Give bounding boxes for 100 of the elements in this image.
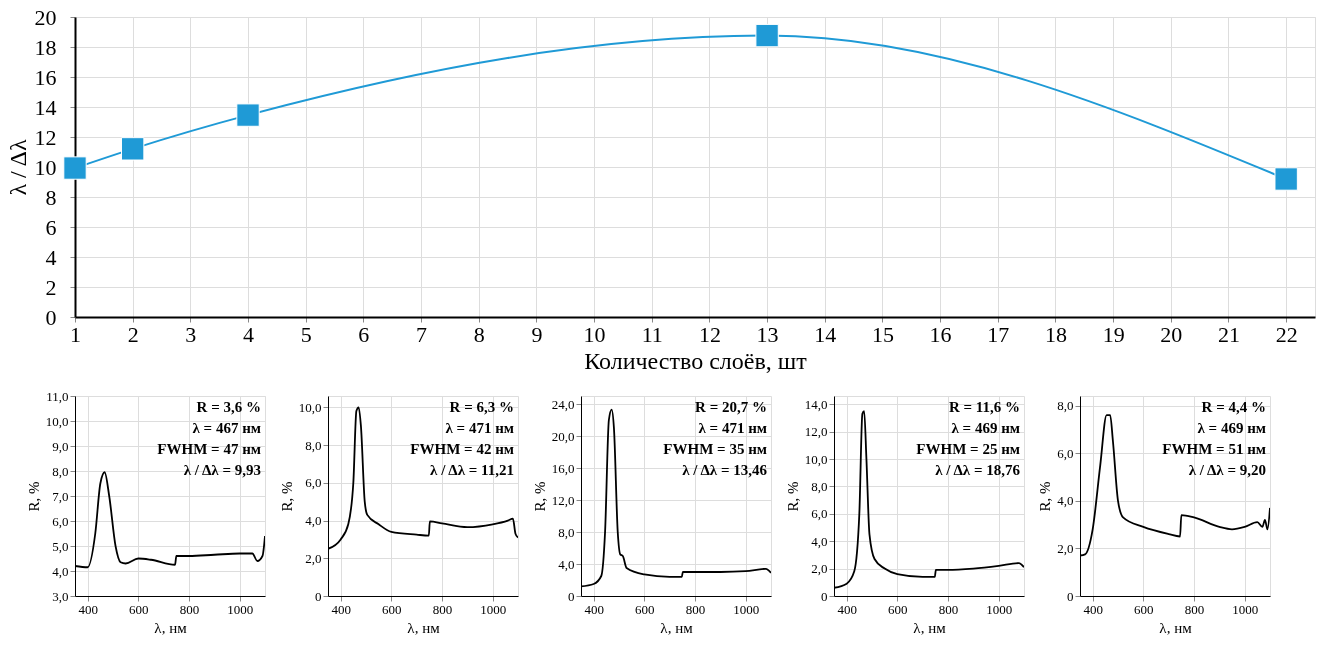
x-tick-label: 12: [698, 321, 721, 347]
y-tick-label: 11,0: [46, 388, 69, 404]
x-tick-label: 15: [871, 321, 894, 347]
annotation: R = 3,6 %: [196, 399, 261, 415]
y-tick-label: 6,0: [811, 506, 828, 522]
point: [63, 156, 87, 180]
x-tick-label: 6: [358, 321, 370, 347]
y-tick-label: 6,0: [52, 513, 69, 529]
annotation: λ / Δλ = 9,93: [183, 462, 261, 478]
x-axis-title: λ, нм: [1159, 619, 1193, 636]
x-tick-label: 1000: [986, 601, 1013, 617]
y-tick-label: 24,0: [551, 396, 575, 412]
y-tick-label: 8,0: [1057, 398, 1074, 414]
y-tick-label: 4,0: [811, 533, 828, 549]
point: [1274, 167, 1298, 191]
y-tick-label: 18: [34, 34, 57, 60]
y-tick-label: 8,0: [52, 463, 69, 479]
x-tick-label: 13: [756, 321, 779, 347]
annotation: λ / Δλ = 11,21: [430, 462, 514, 478]
point: [755, 23, 779, 48]
x-tick-label: 1000: [1232, 601, 1259, 617]
x-tick-label: 600: [888, 601, 908, 617]
y-tick-label: 2,0: [1057, 540, 1074, 556]
y-tick-label: 16,0: [551, 460, 575, 476]
y-tick-label: 6,0: [305, 475, 322, 491]
annotation: λ = 471 нм: [698, 420, 767, 436]
y-tick-label: 20,0: [551, 428, 575, 444]
annotation: R = 4,4 %: [1201, 399, 1266, 415]
x-tick-label: 600: [1134, 601, 1154, 617]
y-tick-label: 7,0: [52, 488, 69, 504]
x-tick-label: 22: [1275, 321, 1298, 347]
annotation: λ = 467 нм: [192, 420, 261, 436]
x-tick-label: 7: [416, 321, 428, 347]
y-tick-label: 10,0: [804, 451, 828, 467]
y-axis-title: R, %: [1037, 481, 1054, 512]
x-tick-label: 1000: [227, 601, 254, 617]
annotation: FWHM = 35 нм: [663, 441, 767, 457]
annotation: λ = 469 нм: [951, 420, 1020, 436]
x-axis-title: λ, нм: [154, 619, 188, 636]
x-tick-label: 20: [1160, 321, 1183, 347]
annotation: R = 11,6 %: [948, 399, 1020, 415]
y-tick-label: 10,0: [45, 413, 69, 429]
x-tick-label: 400: [1083, 601, 1103, 617]
x-tick-label: 17: [987, 321, 1010, 347]
y-axis-title: λ / Δλ: [4, 139, 31, 196]
x-tick-label: 400: [331, 601, 351, 617]
x-tick-label: 600: [382, 601, 402, 617]
x-tick-label: 1000: [733, 601, 760, 617]
y-axis-title: R, %: [531, 481, 548, 512]
annotation: R = 6,3 %: [449, 399, 514, 415]
y-tick-label: 6,0: [1057, 445, 1074, 461]
y-tick-label: 0: [568, 588, 575, 604]
annotation: λ / Δλ = 9,20: [1188, 462, 1266, 478]
y-tick-label: 12,0: [804, 424, 828, 440]
annotation: λ / Δλ = 13,46: [682, 462, 768, 478]
annotation: λ = 471 нм: [445, 420, 514, 436]
y-tick-label: 2,0: [811, 561, 828, 577]
x-tick-label: 800: [1184, 601, 1205, 617]
point: [120, 137, 145, 161]
x-tick-label: 800: [179, 601, 200, 617]
x-axis-title: λ, нм: [913, 619, 947, 636]
y-tick-label: 16: [34, 64, 57, 90]
annotation: FWHM = 42 нм: [410, 441, 514, 457]
x-tick-label: 10: [583, 321, 606, 347]
x-tick-label: 3: [185, 321, 197, 347]
y-tick-label: 0: [45, 304, 57, 330]
y-tick-label: 9,0: [52, 438, 69, 454]
y-tick-label: 2: [45, 274, 57, 300]
x-tick-label: 11: [641, 321, 663, 347]
annotation: λ = 469 нм: [1197, 420, 1266, 436]
y-axis-title: R, %: [784, 481, 801, 512]
annotation: λ / Δλ = 18,76: [935, 462, 1021, 478]
point: [236, 103, 260, 127]
y-tick-label: 4,0: [1057, 493, 1074, 509]
y-tick-label: 14: [34, 94, 57, 120]
y-tick-label: 0: [1067, 588, 1074, 604]
y-axis-title: R, %: [278, 481, 295, 512]
y-tick-label: 14,0: [804, 396, 828, 412]
x-tick-label: 21: [1217, 321, 1240, 347]
x-tick-label: 8: [473, 321, 485, 347]
x-tick-label: 800: [685, 601, 706, 617]
y-tick-label: 3,0: [52, 588, 69, 604]
y-tick-label: 4: [45, 244, 57, 270]
x-tick-label: 400: [78, 601, 98, 617]
x-tick-label: 16: [929, 321, 952, 347]
y-tick-label: 8,0: [558, 524, 575, 540]
x-tick-label: 1: [70, 321, 81, 347]
annotation: R = 20,7 %: [695, 399, 767, 415]
y-tick-label: 12: [34, 124, 57, 150]
x-tick-label: 1000: [480, 601, 507, 617]
y-tick-label: 10,0: [298, 399, 322, 415]
x-tick-label: 9: [531, 321, 543, 347]
x-tick-label: 2: [127, 321, 139, 347]
y-tick-label: 5,0: [52, 538, 69, 554]
x-axis-title: λ, нм: [407, 619, 441, 636]
annotation: FWHM = 51 нм: [1162, 441, 1266, 457]
annotation: FWHM = 25 нм: [916, 441, 1020, 457]
y-axis-title: R, %: [25, 481, 42, 512]
y-tick-label: 12,0: [551, 492, 575, 508]
y-tick-label: 10: [34, 154, 57, 180]
